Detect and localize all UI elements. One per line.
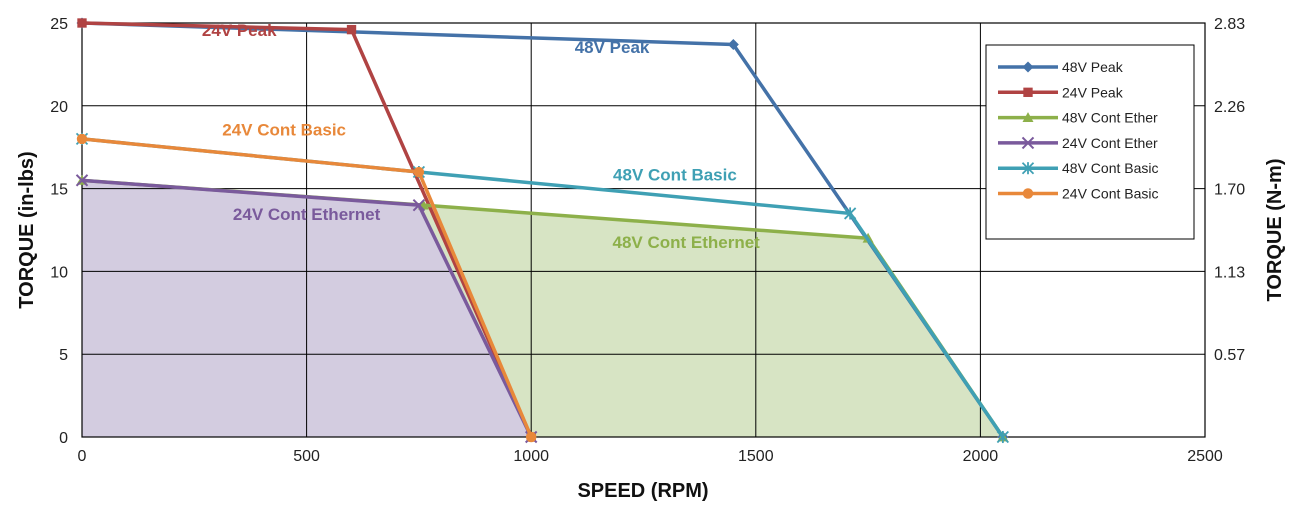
y-tick-label: 0 xyxy=(59,430,68,447)
y-tick-label: 15 xyxy=(50,182,68,199)
marker-x xyxy=(1021,136,1035,150)
y-tick-label: 5 xyxy=(59,347,68,364)
x-tick-label: 2500 xyxy=(1187,448,1223,465)
legend-item: 48V Peak xyxy=(998,59,1124,75)
series-lines xyxy=(75,17,1009,444)
annotation-label: 24V Peak xyxy=(202,21,277,40)
legend-label: 24V Peak xyxy=(1062,84,1124,100)
legend: 48V Peak 24V Peak 48V Cont Ether 24V Cont E… xyxy=(985,44,1195,240)
marker-circle xyxy=(76,133,88,145)
y-tick-label: 10 xyxy=(50,264,68,281)
x-tick-label: 1500 xyxy=(738,448,774,465)
marker-star xyxy=(843,207,857,220)
y2-tick-label: 2.83 xyxy=(1214,16,1245,33)
y-tick-label: 25 xyxy=(50,16,68,33)
marker-circle xyxy=(1022,188,1034,199)
annotation-label: 48V Cont Basic xyxy=(613,165,737,184)
annotation-label: 24V Cont Ethernet xyxy=(233,205,381,224)
marker-circle xyxy=(525,431,537,443)
marker-diamond xyxy=(1022,61,1034,73)
marker-triangle xyxy=(1022,112,1034,122)
legend-label: 48V Cont Ether xyxy=(1062,110,1158,126)
legend-item: 24V Cont Basic xyxy=(998,186,1159,202)
marker-circle xyxy=(413,166,425,178)
annotation-label: 48V Cont Ethernet xyxy=(612,233,760,252)
y2-axis-title: TORQUE (N-m) xyxy=(1264,159,1286,302)
legend-item: 48V Cont Ether xyxy=(998,110,1158,126)
legend-label: 48V Cont Basic xyxy=(1062,160,1159,176)
y2-tick-label: 2.26 xyxy=(1214,99,1245,116)
marker-star xyxy=(996,430,1009,444)
annotation-label: 48V Peak xyxy=(575,38,650,57)
legend-label: 24V Cont Basic xyxy=(1062,186,1159,202)
x-tick-label: 0 xyxy=(78,448,87,465)
legend-item: 24V Peak xyxy=(998,84,1124,100)
series-annotations: 24V Peak 48V Peak 24V Cont Basic 48V Cont B… xyxy=(202,21,760,252)
marker-star xyxy=(1021,162,1035,175)
marker-square xyxy=(346,24,357,35)
x-axis-title: SPEED (RPM) xyxy=(577,480,708,502)
marker-x xyxy=(75,174,89,187)
x-tick-label: 500 xyxy=(293,448,320,465)
y2-tick-label: 1.13 xyxy=(1214,264,1245,281)
x-tick-label: 2000 xyxy=(963,448,999,465)
area-fills xyxy=(82,180,1003,437)
series-24v-cont-basic xyxy=(76,133,537,443)
legend-label: 24V Cont Ether xyxy=(1062,135,1158,151)
plot-area-frame xyxy=(81,22,1206,438)
marker-square xyxy=(1023,87,1033,97)
annotation-label: 24V Cont Basic xyxy=(222,121,346,140)
axis-ticks: 0 500 1000 1500 2000 2500 0 5 10 15 20 25 0.57 1.13 1.… xyxy=(50,16,1245,465)
marker-x xyxy=(412,198,426,212)
legend-item: 24V Cont Ether xyxy=(998,135,1158,151)
legend-item: 48V Cont Basic xyxy=(998,160,1159,176)
x-tick-label: 1000 xyxy=(513,448,549,465)
y-axis-title: TORQUE (in-lbs) xyxy=(16,151,38,308)
y-tick-label: 20 xyxy=(50,99,68,116)
y2-tick-label: 1.70 xyxy=(1214,182,1245,199)
marker-square xyxy=(77,18,87,28)
legend-label: 48V Peak xyxy=(1062,59,1124,75)
marker-diamond xyxy=(727,39,739,51)
y2-tick-label: 0.57 xyxy=(1214,347,1245,364)
